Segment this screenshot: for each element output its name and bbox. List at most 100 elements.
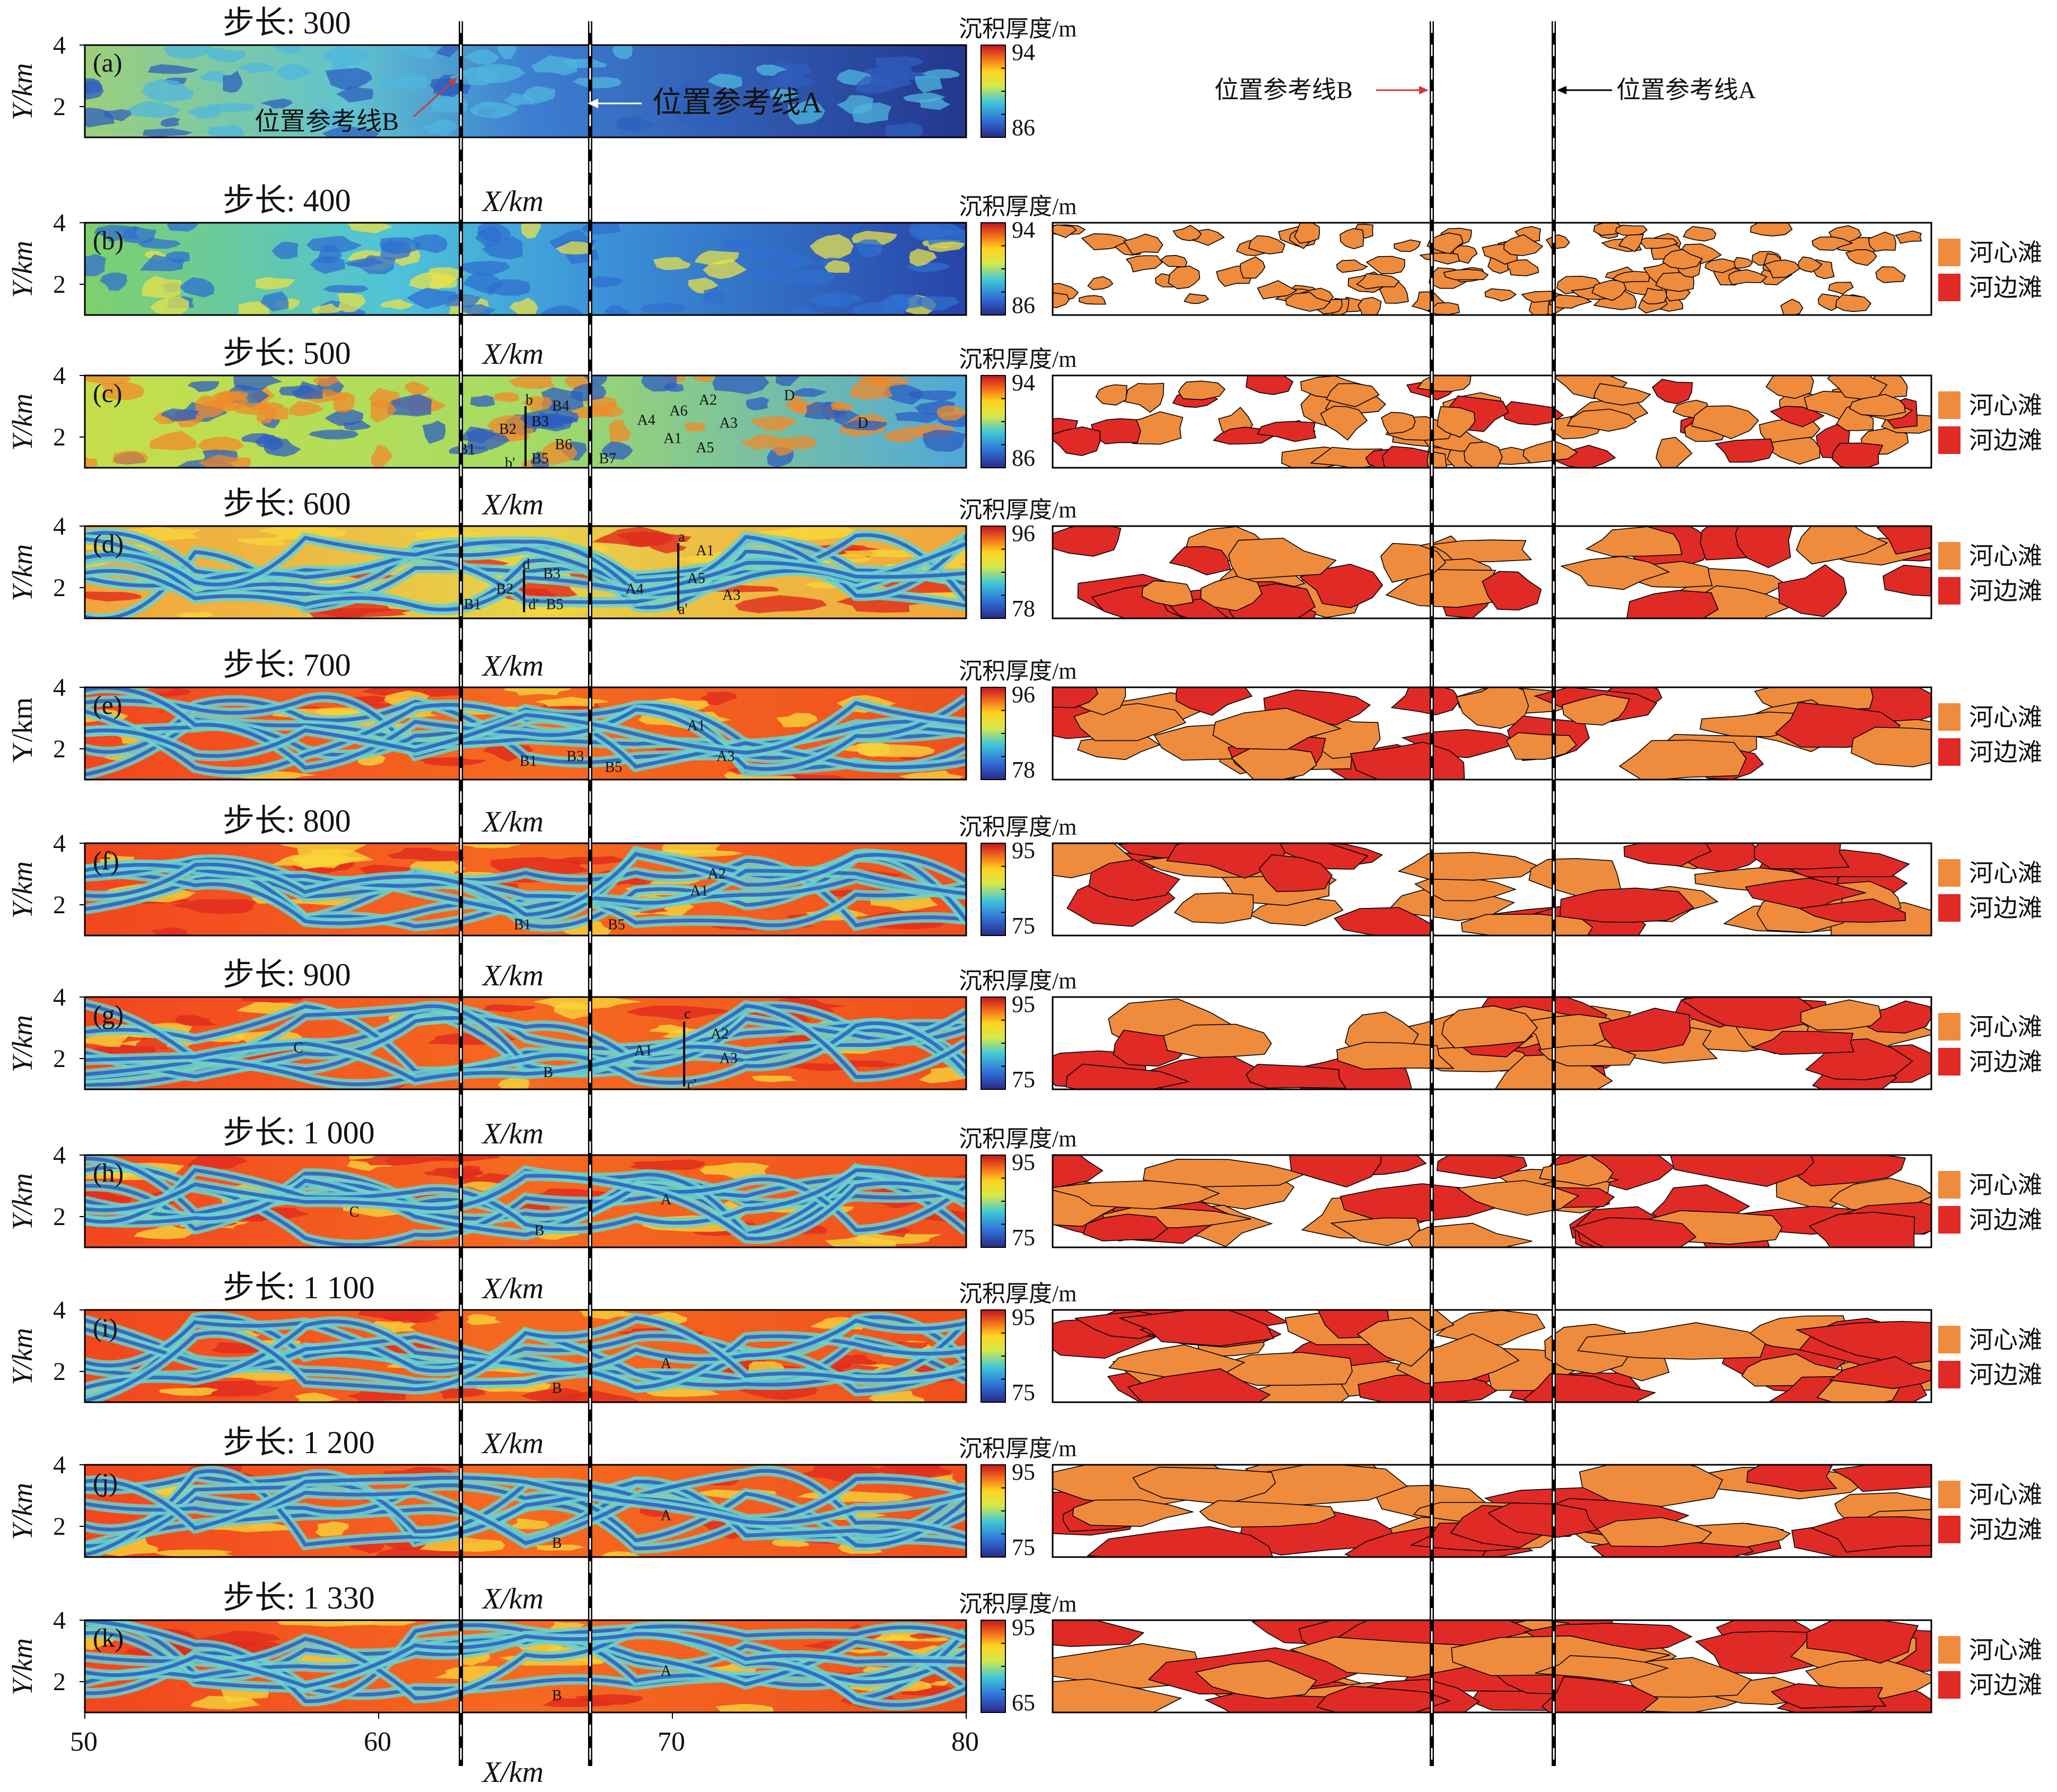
colorbar: 沉积厚度/m95 75	[959, 968, 1076, 1092]
panel-frame	[84, 44, 967, 138]
deposit-blob	[85, 591, 142, 602]
deposit-blob	[777, 436, 817, 449]
deposit-blob	[653, 257, 691, 270]
deposit-blob	[163, 45, 214, 59]
colorbar-title: 沉积厚度/m	[959, 497, 1076, 523]
legend-label-side-bar: 河边滩	[1969, 274, 2042, 301]
deposit-blob	[793, 388, 827, 397]
colorbar-max-label: 95	[1012, 991, 1035, 1017]
deposit-blob	[477, 223, 511, 242]
mid-channel-bar-shape	[1381, 412, 1416, 434]
bar-annotation-label: B	[552, 1380, 562, 1397]
y-tick-label: 4	[53, 31, 66, 59]
mid-channel-bar-shape	[1123, 233, 1163, 255]
channel-thalweg	[85, 870, 966, 925]
legend-label-side-bar: 河边滩	[1969, 578, 2042, 605]
mid-channel-bar-shape	[1763, 259, 1801, 278]
colorbar: 沉积厚度/m94 86	[959, 194, 1076, 318]
deposit-blob	[100, 272, 127, 291]
x-axis-label: X/km	[482, 1756, 544, 1789]
mid-channel-bar-shape	[1142, 1158, 1307, 1188]
mid-channel-bar-shape	[1079, 295, 1107, 305]
channel-thalweg	[85, 701, 966, 758]
bar-annotation-label: A3	[722, 587, 740, 604]
mid-channel-bar-shape	[1336, 259, 1368, 273]
legend-swatch-side-bar	[1938, 1206, 1960, 1234]
deposit-blob	[342, 421, 371, 431]
mid-channel-bar-shape	[1178, 380, 1226, 400]
bar-annotation-label: B	[552, 1535, 562, 1552]
reference-line-b-arrow	[413, 78, 456, 118]
deposit-blob	[384, 1311, 431, 1323]
mid-channel-bar-shape	[1796, 526, 1888, 565]
mid-channel-bar-shape	[1380, 543, 1447, 583]
deposit-blob	[147, 64, 199, 74]
mid-channel-bar-shape	[1728, 269, 1768, 285]
deposit-blob	[85, 253, 106, 277]
mid-channel-bar-shape	[1183, 293, 1210, 304]
deposit-blob	[176, 611, 213, 618]
colorbar-title: 沉积厚度/m	[959, 194, 1076, 220]
bar-annotation-label: B2	[496, 581, 514, 598]
bar-annotation-label: A3	[720, 415, 738, 432]
legend-swatch-side-bar	[1938, 1516, 1960, 1543]
panel-frame	[84, 222, 967, 316]
side-bar-shape	[1626, 590, 1719, 618]
deposit-blob	[482, 236, 523, 259]
deposit-blob	[707, 73, 742, 89]
deposit-blob	[541, 440, 578, 466]
legend-label-side-bar: 河边滩	[1969, 1207, 2042, 1234]
colorbar: 沉积厚度/m96 78	[959, 658, 1076, 783]
y-axis: 2 4 Y/km	[6, 31, 85, 121]
colorbar-title: 沉积厚度/m	[959, 1591, 1076, 1617]
mid-channel-bar-shape	[1053, 1679, 1183, 1712]
side-bar-shape	[1482, 571, 1542, 611]
deposit-blob	[685, 422, 706, 432]
y-tick-label: 2	[53, 423, 66, 451]
x-axis-label: X/km	[482, 1427, 544, 1460]
bar-annotation-label: D	[857, 415, 868, 432]
bar-annotation-label: A2	[711, 1026, 729, 1042]
bar-annotation-label: C	[293, 1039, 303, 1056]
colorbar-max-label: 94	[1012, 39, 1035, 65]
deposit-blob	[431, 91, 468, 113]
deposit-blob	[675, 80, 707, 103]
arrow-head-icon	[1419, 86, 1429, 94]
mid-channel-bar-shape	[1174, 892, 1254, 924]
panel-step-title: 步长: 700	[223, 648, 351, 683]
y-axis: 2 4 Y/km	[6, 512, 85, 602]
mid-channel-bar-shape	[1230, 747, 1317, 780]
mid-channel-bar-shape	[1456, 687, 1529, 729]
deposit-blob	[715, 1703, 774, 1712]
mid-channel-bar-shape	[1095, 384, 1127, 406]
panel-letter: (f)	[93, 846, 119, 876]
colorbar-min-label: 75	[1012, 1225, 1035, 1251]
bar-map-panel	[1052, 1464, 1932, 1558]
deposit-blob	[922, 430, 966, 452]
side-bar-shape	[1571, 1217, 1697, 1247]
deposit-blob	[883, 426, 924, 443]
mid-channel-bar-shape	[1797, 256, 1823, 273]
y-axis: 2 4 Y/km	[6, 674, 85, 763]
colorbar-title: 沉积厚度/m	[959, 658, 1076, 684]
deposit-blob	[608, 419, 632, 445]
colorbar-min-label: 78	[1012, 757, 1035, 783]
side-bar-shape	[1883, 564, 1931, 597]
deposit-blob	[855, 239, 882, 258]
channel-thalweg	[85, 1475, 966, 1531]
colorbar-title: 沉积厚度/m	[959, 968, 1076, 994]
deposit-blob	[142, 276, 182, 298]
mid-channel-bar-shape	[1336, 1042, 1455, 1070]
mid-channel-bar-shape	[1561, 694, 1630, 726]
mid-channel-bar-shape	[1239, 256, 1266, 279]
deposit-blob	[787, 98, 826, 125]
side-bar-shape	[1598, 1008, 1691, 1052]
bar-annotation-label: d	[522, 556, 530, 573]
deposit-blob	[907, 390, 957, 401]
deposit-blob	[161, 117, 180, 127]
map-frame	[1052, 374, 1932, 469]
deposit-blob	[739, 434, 787, 450]
deposit-blob	[469, 101, 519, 118]
